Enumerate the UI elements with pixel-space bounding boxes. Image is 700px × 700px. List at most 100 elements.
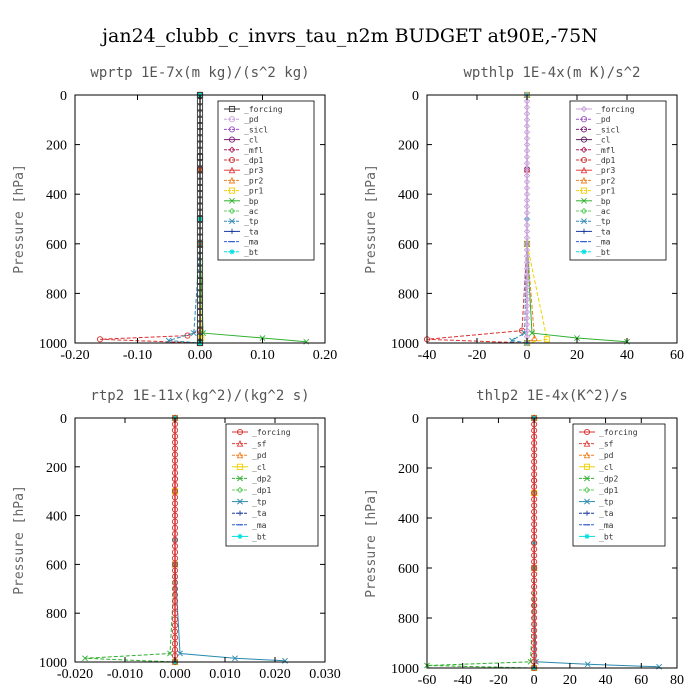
- series-dp1: [96, 91, 204, 347]
- x-tick-label: 0.020: [259, 667, 291, 682]
- x-tick-label: -0.10: [123, 348, 152, 363]
- y-tick-label: 1000: [391, 337, 419, 352]
- legend-marker: [580, 105, 588, 113]
- legend-label: _bp: [244, 197, 259, 206]
- legend-marker: [580, 166, 588, 174]
- legend-entry: _pd: [232, 451, 267, 460]
- series-line: [426, 95, 528, 344]
- legend-entry: _sicl: [576, 125, 620, 134]
- y-tick-label: 800: [398, 612, 419, 627]
- legend-marker: [228, 166, 236, 174]
- legend-marker: [584, 533, 590, 539]
- legend-label: _ac: [244, 207, 259, 216]
- legend-marker: [229, 218, 235, 225]
- data-point: [509, 337, 515, 344]
- data-point: [167, 650, 173, 657]
- legend-entry: _cl: [232, 463, 267, 472]
- y-axis-label: Pressure [hPa]: [364, 164, 379, 274]
- panel-title: thlp2 1E-4x(K^2)/s: [476, 388, 628, 404]
- legend: _forcing_pd_sicl_cl_mfl_dp1_pr3_pr2_pr1_…: [217, 100, 315, 261]
- legend-marker: [583, 463, 591, 470]
- legend-label: _dp2: [599, 474, 618, 483]
- legend-label: _bt: [599, 532, 614, 541]
- legend-label: _bt: [244, 248, 259, 257]
- legend-entry: _ma: [224, 238, 259, 247]
- legend-marker: [580, 116, 588, 123]
- legend: _forcing _sf _pd _cl _dp2 _dp1 _tp _ta _ma _bt: [225, 423, 319, 547]
- y-tick-label: 800: [398, 287, 419, 302]
- legend-entry: _forcing: [576, 105, 635, 114]
- legend-entry: _sf: [232, 440, 267, 449]
- y-tick-label: 0: [412, 412, 419, 427]
- x-tick-label: 0: [531, 673, 538, 688]
- x-tick-label: 40: [599, 673, 613, 688]
- legend-label: _sf: [252, 440, 267, 449]
- legend-marker: [584, 475, 590, 482]
- legend-label: _sicl: [596, 125, 620, 134]
- y-tick-label: 0: [60, 412, 67, 427]
- data-point: [165, 337, 172, 344]
- y-tick-label: 600: [398, 238, 419, 253]
- legend-entry: _pr3: [224, 166, 263, 175]
- data-point: [190, 330, 197, 336]
- legend-entry: _bp: [576, 197, 611, 206]
- legend-marker: [580, 176, 588, 184]
- legend-label: _forcing: [596, 105, 635, 114]
- legend-marker: [229, 228, 235, 234]
- y-tick-label: 400: [46, 510, 67, 525]
- legend-marker: [583, 439, 591, 447]
- y-tick-label: 200: [398, 462, 419, 477]
- legend-marker: [228, 156, 236, 164]
- legend-entry: _bt: [224, 248, 259, 257]
- legend-entry: _forcing: [224, 105, 283, 114]
- zero-profile-markers: [523, 91, 531, 347]
- legend-entry: _pr1: [224, 187, 263, 196]
- legend: _forcing_pd_sicl_cl_mfl_dp1_pr3_pr2_pr1_…: [569, 100, 667, 261]
- series-dp2: [82, 415, 178, 665]
- legend-entry: _sicl: [224, 125, 268, 134]
- data-point: [543, 336, 551, 343]
- legend-label: _ta: [596, 227, 611, 236]
- chart-panel-2: wpthlp 1E-4x(m K)/s^2 Pressure [hPa] -40 -2…: [364, 65, 684, 363]
- legend-entry: _cl: [579, 463, 614, 472]
- x-tick-label: 0.010: [209, 667, 241, 682]
- legend-label: _tp: [599, 498, 614, 507]
- legend-entry: _ac: [224, 207, 259, 216]
- y-tick-label: 1000: [391, 662, 419, 677]
- legend-marker: [580, 136, 588, 143]
- legend-label: _pr1: [244, 187, 263, 196]
- legend-label: _forcing: [252, 428, 291, 437]
- y-tick-label: 400: [398, 512, 419, 527]
- legend-label: _forcing: [599, 428, 638, 437]
- legend-label: _ma: [244, 238, 259, 247]
- legend-label: _tp: [252, 498, 267, 507]
- y-axis-label: Pressure [hPa]: [364, 488, 379, 598]
- legend-label: _dp1: [599, 486, 618, 495]
- legend-entry: _ta: [232, 509, 267, 518]
- legend-label: _tp: [596, 217, 611, 226]
- legend-marker: [581, 249, 587, 255]
- legend-label: _pd: [244, 115, 259, 124]
- x-tick-label: -0.20: [60, 348, 89, 363]
- legend-marker: [228, 207, 236, 215]
- x-tick-label: -20: [468, 348, 487, 363]
- legend-label: _cl: [599, 463, 614, 472]
- legend-marker: [583, 451, 591, 459]
- y-tick-label: 1000: [39, 337, 67, 352]
- plot-frame: [426, 94, 678, 344]
- legend-entry: _bt: [579, 532, 614, 541]
- legend-entry: _dp2: [232, 474, 271, 483]
- legend-marker: [228, 187, 236, 194]
- data-point: [82, 655, 88, 662]
- legend: _forcing _sf _pd _cl _dp2 _dp1 _tp _ta _ma _bt: [572, 423, 666, 547]
- legend-marker: [237, 510, 243, 516]
- legend-marker: [229, 197, 235, 204]
- legend-entry: _dp1: [576, 156, 615, 165]
- legend-label: _mfl: [244, 146, 263, 155]
- legend-entry: _dp1: [579, 486, 618, 495]
- legend-marker: [236, 451, 244, 459]
- legend-entry: _pd: [579, 451, 614, 460]
- legend-label: _dp2: [252, 474, 271, 483]
- legend-entry: _tp: [232, 498, 267, 507]
- figure-title: jan24_clubb_c_invrs_tau_n2m BUDGET at90E…: [100, 25, 598, 47]
